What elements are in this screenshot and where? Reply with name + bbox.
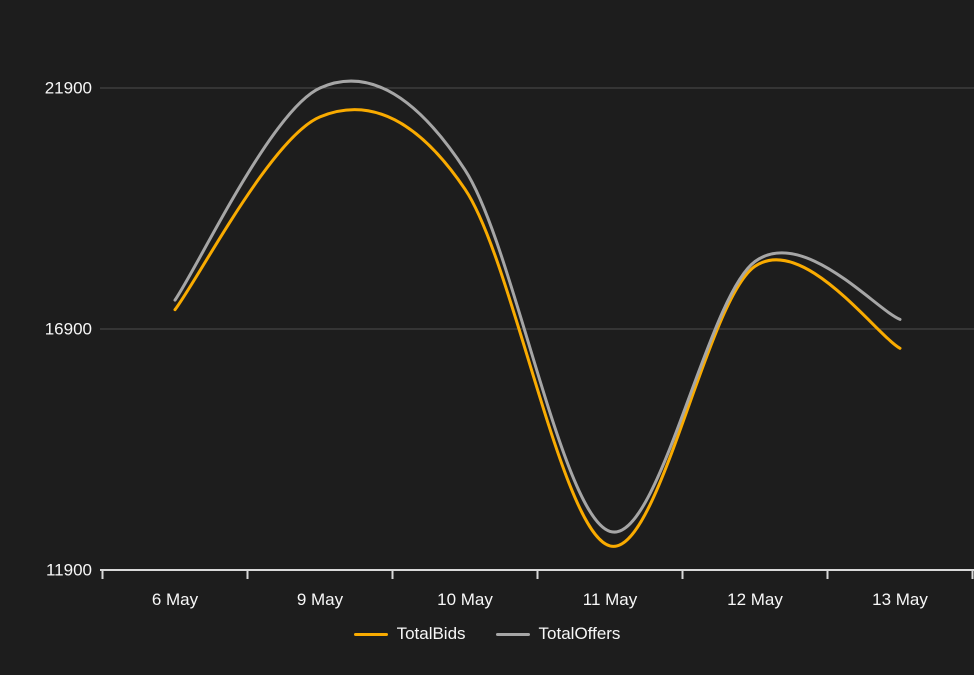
x-tick-label: 10 May xyxy=(437,590,493,609)
legend-item-totalbids[interactable]: TotalBids xyxy=(353,624,466,644)
legend-swatch-totaloffers xyxy=(495,632,530,636)
legend-swatch-totalbids xyxy=(353,632,388,636)
x-tick-label: 9 May xyxy=(297,590,344,609)
y-tick-label: 11900 xyxy=(46,561,92,580)
legend-label-totalbids: TotalBids xyxy=(396,624,466,643)
series-line-totalbids[interactable] xyxy=(173,108,902,548)
x-tick-label: 11 May xyxy=(583,590,638,609)
series-line-totaloffers[interactable] xyxy=(173,79,902,534)
legend-label-totaloffers: TotalOffers xyxy=(538,624,621,643)
legend-item-totaloffers[interactable]: TotalOffers xyxy=(495,624,621,644)
x-tick-label: 6 May xyxy=(152,590,199,609)
y-tick-label: 21900 xyxy=(45,79,92,98)
legend: TotalBids TotalOffers xyxy=(0,624,974,644)
y-tick-label: 16900 xyxy=(45,320,92,339)
x-tick-label: 13 May xyxy=(872,590,928,609)
x-tick-label: 12 May xyxy=(727,590,783,609)
plot-area: 11900 16900 21900 6 May 9 May 10 May 11 May 12 … xyxy=(45,79,974,609)
